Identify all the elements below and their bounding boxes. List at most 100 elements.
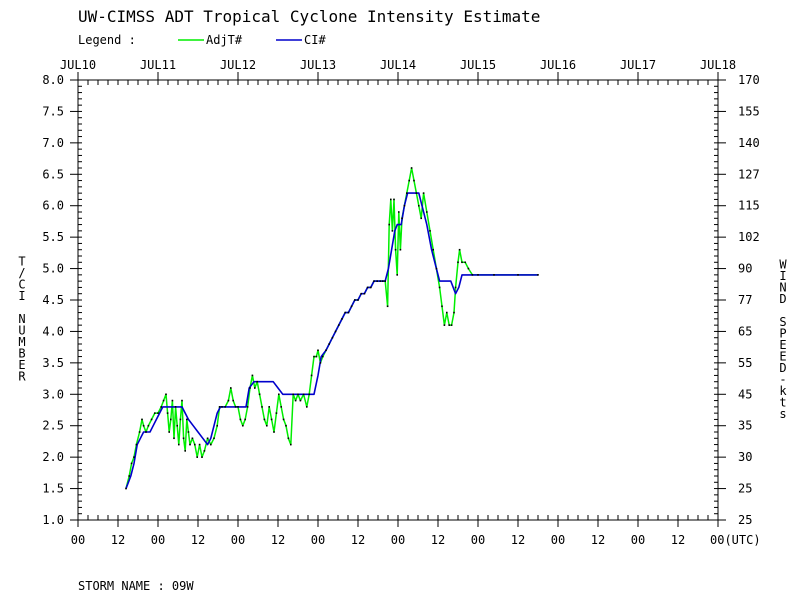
data-point-marker — [493, 274, 495, 276]
right-tick-label: 115 — [738, 199, 760, 213]
data-point-marker — [254, 387, 256, 389]
data-point-marker — [393, 198, 395, 201]
data-point-marker — [328, 343, 330, 345]
data-point-marker — [537, 274, 539, 276]
bottom-tick-label: 00 — [231, 533, 245, 547]
top-tick-label: JUL17 — [620, 58, 656, 72]
data-point-marker — [390, 198, 392, 201]
data-point-marker — [266, 424, 268, 427]
data-point-marker — [299, 399, 302, 402]
right-tick-label: 25 — [738, 513, 752, 527]
right-tick-label: 155 — [738, 104, 760, 118]
left-tick-label: 2.5 — [42, 419, 64, 433]
data-point-marker — [166, 412, 169, 414]
data-point-marker — [294, 399, 297, 402]
data-point-marker — [194, 443, 196, 446]
data-point-marker — [218, 406, 221, 408]
data-point-marker — [398, 211, 400, 213]
data-point-marker — [191, 437, 194, 440]
bottom-tick-label: 12 — [191, 533, 205, 547]
data-point-marker — [413, 179, 415, 182]
storm-name-label: STORM NAME : 09W — [78, 579, 194, 593]
bottom-tick-label: 12 — [591, 533, 605, 547]
bottom-tick-label: 12 — [511, 533, 525, 547]
data-point-marker — [181, 399, 183, 402]
data-point-marker — [168, 431, 170, 433]
data-point-marker — [128, 475, 130, 477]
data-point-marker — [373, 280, 375, 282]
top-tick-label: JUL15 — [460, 58, 496, 72]
right-tick-label: 55 — [738, 356, 752, 370]
data-point-marker — [384, 280, 386, 282]
data-point-marker — [154, 412, 156, 414]
data-point-marker — [270, 418, 273, 421]
data-point-marker — [410, 167, 413, 169]
data-point-marker — [251, 374, 254, 377]
data-point-marker — [125, 487, 127, 490]
data-point-marker — [285, 424, 287, 427]
data-point-marker — [350, 305, 353, 308]
data-point-marker — [382, 280, 384, 282]
data-point-marker — [234, 406, 237, 408]
data-point-marker — [230, 387, 232, 389]
data-point-marker — [448, 324, 450, 326]
bottom-tick-label: 00 — [151, 533, 165, 547]
data-point-marker — [224, 406, 226, 408]
right-tick-label: 45 — [738, 387, 752, 401]
data-point-marker — [213, 437, 215, 440]
data-point-marker — [174, 406, 177, 408]
axes-group: JUL10 JUL11 JUL12 JUL13 JUL14 JUL15 JUL16 JUL17… — [42, 58, 760, 547]
data-point-marker — [302, 393, 305, 396]
left-tick-label: 4.0 — [42, 324, 64, 338]
data-point-marker — [477, 274, 479, 276]
data-point-marker — [391, 230, 394, 232]
data-point-marker — [290, 443, 292, 446]
top-tick-label: JUL16 — [540, 58, 576, 72]
data-point-marker — [357, 299, 359, 301]
data-point-marker — [354, 299, 356, 301]
data-point-marker — [275, 412, 278, 414]
data-point-marker — [418, 204, 420, 207]
bottom-tick-label: 00 — [471, 533, 485, 547]
data-point-marker — [244, 418, 246, 421]
data-point-marker — [147, 424, 150, 427]
data-point-marker — [366, 286, 369, 289]
data-point-marker — [313, 355, 315, 358]
data-point-marker — [435, 267, 438, 270]
data-point-marker — [170, 418, 172, 421]
bottom-tick-label: 00 — [71, 533, 85, 547]
data-point-marker — [334, 330, 337, 333]
data-point-marker — [458, 248, 461, 251]
data-point-marker — [379, 280, 382, 282]
data-point-marker — [308, 393, 310, 396]
data-point-marker — [420, 217, 422, 220]
data-point-marker — [363, 292, 366, 295]
data-point-marker — [317, 349, 319, 352]
data-point-marker — [246, 406, 249, 408]
left-tick-label: 1.0 — [42, 513, 64, 527]
data-point-marker — [408, 179, 410, 182]
data-point-marker — [173, 437, 175, 440]
right-tick-label: 140 — [738, 136, 760, 150]
plot-frame — [77, 79, 719, 521]
data-point-marker — [426, 211, 428, 213]
legend-label: Legend : — [78, 33, 136, 47]
data-point-marker — [306, 406, 308, 408]
data-point-marker — [471, 274, 474, 276]
data-point-marker — [406, 192, 408, 194]
data-point-marker — [386, 305, 389, 308]
data-point-marker — [432, 248, 434, 251]
data-point-marker — [182, 437, 185, 440]
data-point-marker — [258, 393, 261, 396]
data-point-marker — [415, 192, 418, 194]
data-point-marker — [210, 443, 212, 446]
data-point-marker — [160, 406, 162, 408]
data-point-marker — [187, 431, 190, 433]
data-point-marker — [171, 399, 174, 402]
data-point-marker — [221, 406, 223, 408]
data-point-marker — [179, 418, 182, 421]
series-layer — [125, 167, 539, 490]
data-point-marker — [135, 443, 138, 446]
